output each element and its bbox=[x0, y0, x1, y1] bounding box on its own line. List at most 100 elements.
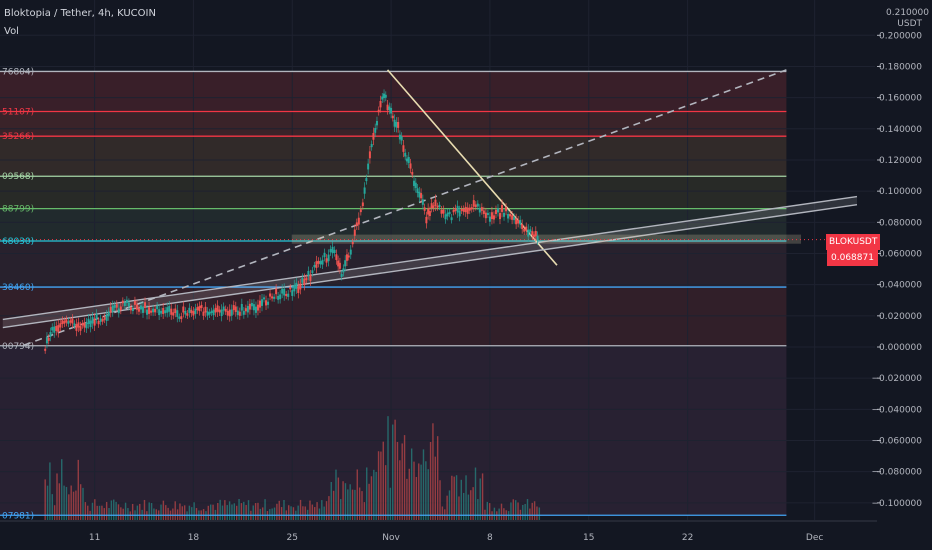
volume-bar bbox=[65, 486, 68, 520]
volume-bar bbox=[413, 461, 415, 520]
volume-bar bbox=[474, 467, 477, 520]
volume-bar bbox=[392, 424, 394, 520]
candle-body bbox=[509, 214, 512, 217]
volume-bar bbox=[209, 504, 212, 520]
candle-body bbox=[109, 306, 112, 313]
volume-bar bbox=[311, 504, 314, 520]
candle-body bbox=[482, 210, 485, 214]
volume-bar bbox=[384, 465, 387, 520]
candle-body bbox=[533, 234, 536, 237]
candle-body bbox=[200, 304, 203, 309]
candle-body bbox=[75, 324, 78, 331]
volume-bar bbox=[226, 505, 228, 520]
volume-bar bbox=[455, 475, 458, 520]
volume-bar bbox=[217, 502, 219, 520]
volume-bar bbox=[420, 464, 422, 520]
fib-level-label: 09568) bbox=[2, 172, 34, 182]
candle-body bbox=[454, 208, 457, 211]
volume-bar bbox=[512, 499, 515, 520]
candle-body bbox=[505, 207, 508, 212]
price-axis[interactable]: 0.200000 0.180000 0.160000 0.140000 0.120000… bbox=[872, 0, 932, 520]
candle-body bbox=[418, 191, 421, 198]
candle-body bbox=[93, 318, 96, 326]
fib-zone bbox=[0, 136, 787, 177]
volume-bar bbox=[167, 507, 169, 520]
candle-body bbox=[340, 273, 343, 277]
volume-bar bbox=[84, 502, 87, 520]
candle-body bbox=[468, 207, 471, 211]
volume-bar bbox=[309, 500, 311, 520]
candle-body bbox=[372, 132, 375, 140]
volume-label: Vol bbox=[4, 26, 19, 37]
candle-body bbox=[285, 293, 288, 297]
volume-bar bbox=[351, 489, 354, 520]
volume-bar bbox=[500, 503, 503, 520]
candle-body bbox=[85, 322, 88, 329]
volume-bar bbox=[273, 507, 276, 520]
candle-body bbox=[301, 277, 304, 283]
candle-body bbox=[180, 316, 183, 320]
volume-bar bbox=[460, 479, 463, 520]
candle-body bbox=[107, 311, 110, 317]
candle-body bbox=[414, 182, 417, 188]
volume-bar bbox=[96, 505, 98, 520]
candle-body bbox=[309, 274, 312, 281]
volume-bar bbox=[337, 477, 340, 520]
candle-body bbox=[525, 226, 528, 231]
candle-body bbox=[503, 212, 506, 217]
volume-bar bbox=[396, 441, 399, 520]
volume-bar bbox=[195, 508, 198, 520]
candle-body bbox=[315, 261, 318, 268]
candle-body bbox=[139, 305, 142, 310]
volume-bar bbox=[288, 505, 290, 520]
candle-body bbox=[71, 318, 74, 324]
candle-body bbox=[77, 322, 80, 328]
volume-bar bbox=[401, 443, 403, 520]
candle-body bbox=[121, 300, 124, 304]
volume-bar bbox=[235, 505, 238, 520]
candle-body bbox=[95, 313, 98, 319]
volume-bar bbox=[160, 504, 162, 520]
candle-body bbox=[162, 307, 165, 314]
candle-body bbox=[263, 297, 266, 300]
candle-body bbox=[97, 320, 100, 325]
price-tick-label: 0.040000 bbox=[879, 281, 922, 291]
price-tick-label: 0.200000 bbox=[879, 31, 922, 41]
volume-bar bbox=[143, 499, 146, 520]
candle-body bbox=[53, 326, 56, 333]
candle-body bbox=[113, 304, 116, 308]
time-axis[interactable]: 11 18 25 Nov 8 15 22 Dec bbox=[0, 520, 932, 550]
candle-body bbox=[423, 207, 426, 211]
candle-body bbox=[344, 260, 347, 267]
candle-body bbox=[317, 260, 320, 264]
candle-body bbox=[220, 309, 223, 317]
candle-body bbox=[440, 209, 443, 214]
badge-value: 0.068871 bbox=[827, 250, 878, 266]
candle-body bbox=[182, 306, 185, 313]
volume-bar bbox=[427, 469, 429, 520]
volume-bar bbox=[139, 503, 141, 520]
candle-body bbox=[186, 313, 189, 316]
candle-body bbox=[430, 203, 433, 209]
fib-level-labels: 76804) 51107) 35266) 09568) 88799) 68030) 3846… bbox=[2, 67, 34, 521]
candle-body bbox=[519, 219, 522, 225]
volume-bar bbox=[228, 501, 231, 520]
candle-body bbox=[208, 312, 211, 315]
candle-body bbox=[402, 145, 405, 152]
candle-body bbox=[152, 308, 155, 313]
volume-bar bbox=[340, 499, 342, 520]
volume-bar bbox=[316, 502, 318, 520]
candle-body bbox=[129, 307, 132, 311]
volume-bar bbox=[115, 501, 117, 520]
volume-bar bbox=[61, 459, 63, 520]
candle-body bbox=[397, 122, 400, 128]
candle-body bbox=[521, 224, 524, 230]
volume-bar bbox=[533, 501, 536, 520]
time-tick-label: 8 bbox=[487, 533, 493, 543]
candle-body bbox=[427, 208, 430, 215]
volume-bar bbox=[299, 499, 302, 520]
candle-body bbox=[444, 214, 447, 220]
fib-level-label: 00794) bbox=[2, 342, 34, 352]
volume-bar bbox=[389, 487, 392, 520]
